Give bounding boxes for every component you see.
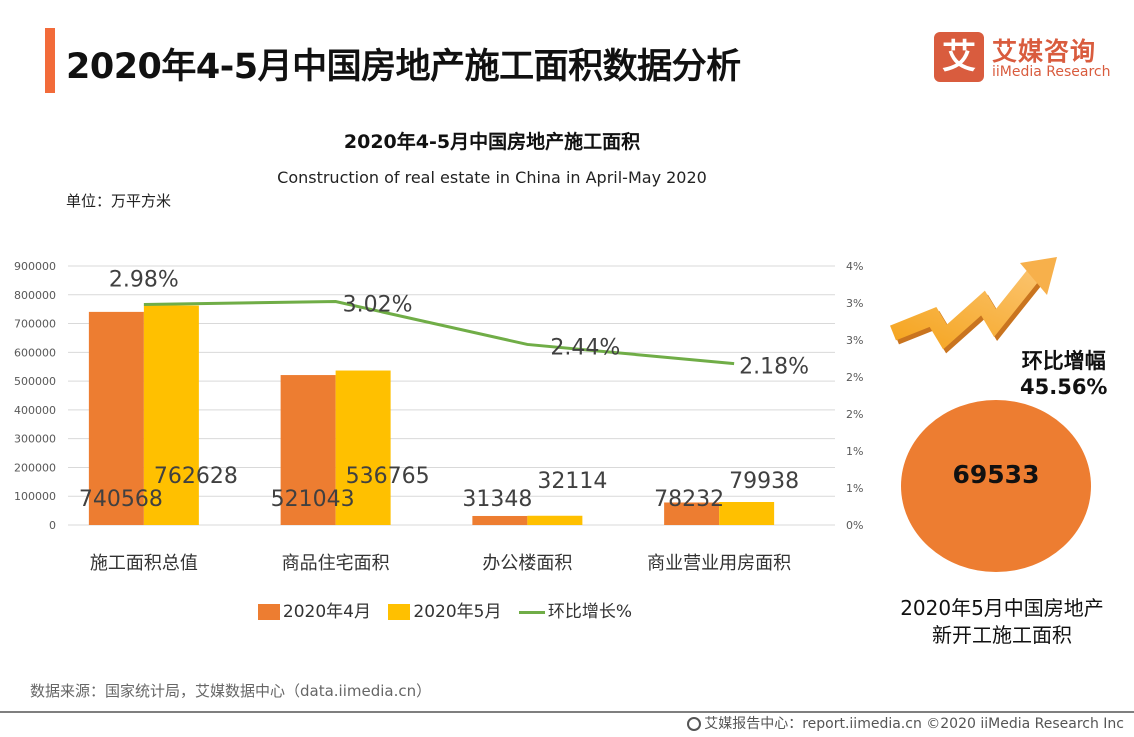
y-right-tick-label: 2% [846, 371, 863, 384]
bar-data-label: 32114 [537, 469, 607, 494]
legend-swatch-growth [518, 610, 545, 614]
y-right-tick-label: 1% [846, 445, 863, 458]
x-tick-label: 商业营业用房面积 [647, 553, 791, 574]
y-left-tick-label: 700000 [14, 318, 56, 331]
growth-line [143, 300, 735, 366]
bar-april [472, 515, 528, 525]
title-accent-bar [45, 28, 55, 93]
legend-swatch-may [388, 604, 411, 620]
bar-may [719, 501, 775, 525]
line-data-label: 2.98% [109, 267, 179, 292]
bar-line-chart: 0 100000 200000 300000 400000 500000 600000 700… [14, 260, 863, 574]
bar-data-label: 762628 [154, 464, 238, 489]
y-left-tick-label: 200000 [14, 461, 56, 474]
caption-line-2: 新开工施工面积 [932, 623, 1072, 647]
logo-icon: 艾 [934, 32, 984, 82]
logo-cn-text: 艾媒咨询 [992, 37, 1097, 66]
footer-divider [0, 711, 1134, 713]
y-left-tick-label: 900000 [14, 260, 56, 273]
page-title: 2020年4-5月中国房地产施工面积数据分析 [66, 47, 741, 87]
legend-swatch-april [257, 604, 280, 620]
y-left-tick-label: 800000 [14, 289, 56, 302]
legend-label-april: 2020年4月 [282, 602, 372, 622]
growth-rate-value: 45.56% [1020, 375, 1108, 399]
legend-item-april: 2020年4月 [257, 597, 372, 622]
line-data-label: 2.44% [550, 335, 620, 360]
x-tick-label: 商品住宅面积 [282, 553, 390, 574]
y-right-tick-label: 2% [846, 408, 863, 421]
footer-text: 艾媒报告中心：report.iimedia.cn ©2020 iiMedia R… [704, 716, 1124, 732]
y-right-tick-label: 3% [846, 334, 863, 347]
legend-label-may: 2020年5月 [413, 602, 502, 622]
x-tick-label: 施工面积总值 [90, 553, 198, 574]
legend-item-may: 2020年5月 [388, 597, 502, 622]
bar-april [88, 311, 144, 525]
caption-line-1: 2020年5月中国房地产 [900, 596, 1104, 620]
bar-data-label: 31348 [462, 487, 532, 512]
y-left-tick-label: 0 [49, 519, 56, 532]
rising-arrow-icon [890, 257, 1057, 354]
y-left-tick-label: 400000 [14, 404, 56, 417]
data-source: 数据来源：国家统计局，艾媒数据中心（data.iimedia.cn） [30, 682, 432, 700]
bar-data-label: 536765 [346, 464, 430, 489]
chart-subtitle: Construction of real estate in China in … [277, 168, 707, 187]
y-right-tick-label: 3% [846, 297, 863, 310]
legend-item-growth: 环比增长% [518, 597, 633, 622]
bar-may [335, 370, 391, 525]
new-construction-circle [901, 400, 1091, 572]
footer: 艾媒报告中心：report.iimedia.cn ©2020 iiMedia R… [687, 713, 1124, 733]
growth-rate-label: 环比增幅 [1021, 349, 1106, 373]
line-data-label: 2.18% [739, 355, 809, 380]
globe-icon [687, 717, 702, 731]
new-construction-caption: 2020年5月中国房地产 新开工施工面积 [870, 595, 1134, 649]
y-right-tick-label: 1% [846, 482, 863, 495]
bar-may [527, 515, 583, 525]
bar-april [280, 375, 336, 525]
line-data-label: 3.02% [343, 293, 413, 318]
growth-rate: 环比增幅 45.56% [1020, 348, 1107, 400]
legend-label-growth: 环比增长% [547, 602, 633, 622]
new-construction-value: 69533 [952, 460, 1040, 489]
bar-april [664, 502, 720, 525]
bar-data-label: 740568 [79, 487, 163, 512]
logo-en-text: iiMedia Research [992, 64, 1111, 80]
y-left-tick-label: 300000 [14, 433, 56, 446]
bar-data-label: 79938 [729, 469, 799, 494]
y-left-tick-label: 600000 [14, 346, 56, 359]
brand-logo: 艾 艾媒咨询 iiMedia Research [934, 32, 1114, 84]
bar-data-label: 78232 [654, 487, 724, 512]
chart-title: 2020年4-5月中国房地产施工面积 [343, 131, 641, 153]
bar-data-label: 521043 [271, 487, 355, 512]
y-right-tick-label: 0% [846, 519, 863, 532]
bar-may [143, 305, 199, 525]
chart-legend: 2020年4月 2020年5月 环比增长% [0, 597, 890, 622]
unit-label: 单位：万平方米 [66, 192, 172, 210]
y-right-tick-label: 4% [846, 260, 863, 273]
y-left-tick-label: 500000 [14, 375, 56, 388]
x-tick-label: 办公楼面积 [482, 553, 572, 574]
y-left-tick-label: 100000 [14, 490, 56, 503]
